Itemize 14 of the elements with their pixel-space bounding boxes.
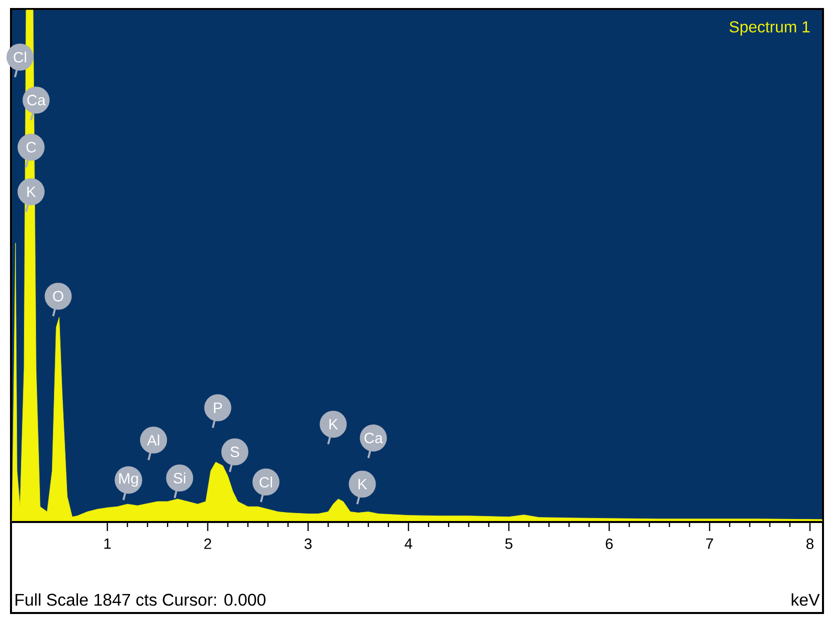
x-tick-label: 6 — [606, 538, 613, 550]
annotation: Ca — [27, 94, 46, 106]
x-tick-label: 4 — [404, 538, 412, 549]
x-axis-title: keV — [792, 593, 820, 606]
annotation: Ca — [364, 432, 383, 444]
text: Spectrum 1 — [730, 21, 810, 36]
x-tick-label: 3 — [304, 538, 312, 550]
x-tick-label: 8 — [806, 538, 814, 550]
x-tick-label: 7 — [706, 538, 713, 549]
x-tick-label: 2 — [204, 538, 212, 549]
x-tick-label: 5 — [505, 538, 512, 549]
text: Full Scale 1847 cts Cursor: 0.000 — [16, 593, 266, 606]
x-tick-label: 1 — [104, 538, 111, 549]
annotation: Mg — [119, 473, 138, 487]
